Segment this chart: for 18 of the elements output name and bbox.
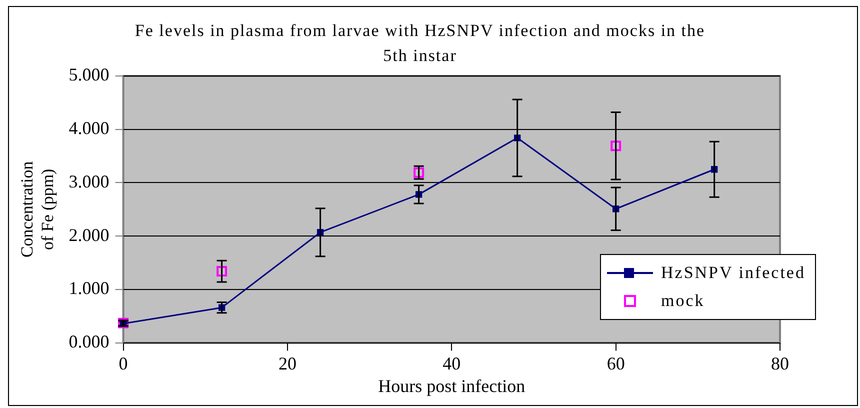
- y-tick-label: 4.000: [68, 118, 110, 138]
- legend-label: HzSNPV infected: [661, 263, 806, 283]
- y-axis-title: Concentration of Fe (ppm): [18, 160, 58, 258]
- y-tick-label: 0.000: [68, 332, 110, 352]
- y-tick-label: 5.000: [68, 64, 110, 85]
- x-tick-label: 40: [442, 353, 461, 374]
- legend-label: mock: [661, 291, 705, 311]
- x-tick-label: 60: [606, 353, 625, 374]
- x-tick-label: 20: [278, 353, 296, 374]
- y-tick-label: 3.000: [68, 171, 110, 192]
- point: [216, 266, 228, 277]
- chart-title: Fe levels in plasma from larvae with HzSNPV infection and mocks in the 5th instar: [134, 20, 706, 67]
- y-tick-label: 2.000: [68, 224, 110, 245]
- x-tick-label: 80: [771, 353, 789, 374]
- x-tick-label: 0: [118, 353, 128, 374]
- y-tick-label: 1.000: [68, 278, 110, 298]
- x-axis-title: Hours post infection: [378, 376, 526, 396]
- point: [610, 140, 622, 152]
